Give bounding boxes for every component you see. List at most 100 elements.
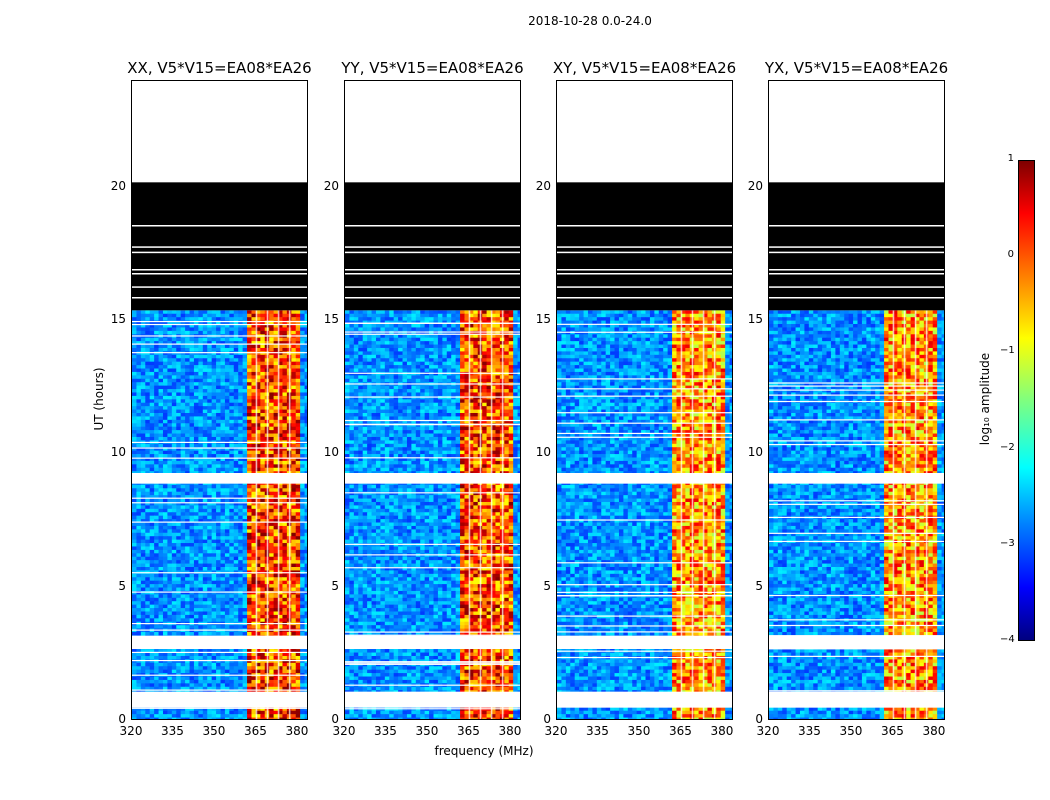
heatmap-cell: [162, 378, 168, 383]
heatmap-cell: [282, 608, 288, 612]
heatmap-cell: [154, 484, 160, 489]
heatmap-cell: [176, 317, 182, 322]
heatmap-cell: [207, 313, 213, 318]
heatmap-cell: [260, 498, 266, 503]
flag-line: [132, 457, 307, 459]
heatmap-cell: [495, 310, 501, 315]
heatmap-cell: [136, 467, 142, 472]
heatmap-cell: [193, 330, 199, 335]
heatmap-cell: [171, 351, 177, 356]
heatmap-cell: [193, 717, 199, 719]
heatmap-cell: [145, 375, 151, 380]
heatmap-cell: [193, 546, 199, 551]
heatmap-cell: [273, 652, 279, 657]
heatmap-cell: [260, 368, 266, 373]
heatmap-cell: [136, 488, 142, 493]
heatmap-cell: [273, 392, 279, 397]
heatmap-cell: [198, 601, 204, 606]
heatmap-cell: [291, 556, 297, 561]
heatmap-cell: [273, 395, 279, 400]
heatmap-cell: [251, 495, 257, 500]
heatmap-cell: [300, 406, 306, 411]
heatmap-cell: [171, 488, 177, 493]
heatmap-cell: [220, 467, 226, 472]
heatmap-cell: [247, 614, 252, 619]
heatmap-cell: [145, 683, 151, 688]
heatmap-cell: [211, 368, 217, 373]
heatmap-cell: [171, 587, 177, 592]
heatmap-cell: [224, 457, 230, 462]
heatmap-cell: [460, 310, 465, 315]
heatmap-cell: [238, 659, 244, 664]
heatmap-cell: [380, 320, 386, 325]
heatmap-cell: [140, 567, 146, 571]
heatmap-cell: [193, 464, 199, 469]
heatmap-cell: [154, 525, 160, 530]
heatmap-cell: [251, 590, 257, 595]
heatmap-cell: [136, 454, 142, 458]
heatmap-cell: [269, 553, 275, 558]
heatmap-cell: [255, 341, 261, 346]
heatmap-cell: [260, 618, 266, 623]
heatmap-cell: [216, 385, 221, 390]
heatmap-cell: [300, 344, 306, 349]
heatmap-cell: [198, 577, 204, 582]
heatmap-cell: [242, 385, 248, 390]
heatmap-cell: [136, 543, 142, 547]
heatmap-cell: [176, 365, 182, 370]
heatmap-cell: [220, 495, 226, 500]
heatmap-cell: [304, 467, 307, 472]
heatmap-cell: [260, 430, 266, 435]
heatmap-cell: [162, 563, 168, 568]
heatmap-cell: [171, 594, 177, 599]
heatmap-cell: [180, 430, 186, 435]
heatmap-cell: [180, 344, 186, 349]
heatmap-cell: [304, 649, 307, 654]
heatmap-cell: [189, 443, 195, 448]
heatmap-cell: [140, 399, 146, 404]
heatmap-cell: [300, 347, 306, 352]
heatmap-cell: [202, 669, 208, 674]
heatmap-cell: [207, 371, 213, 376]
heatmap-cell: [207, 392, 213, 397]
heatmap-cell: [202, 710, 208, 715]
heatmap-cell: [291, 512, 297, 517]
heatmap-cell: [167, 433, 173, 438]
heatmap-cell: [198, 406, 204, 411]
heatmap-cell: [202, 707, 208, 712]
heatmap-cell: [207, 426, 213, 431]
heatmap-cell: [211, 375, 217, 380]
heatmap-cell: [158, 532, 164, 537]
heatmap-cell: [269, 683, 275, 688]
heatmap-cell: [132, 488, 137, 493]
heatmap-cell: [260, 679, 266, 684]
heatmap-cell: [300, 587, 306, 592]
heatmap-cell: [136, 676, 142, 681]
heatmap-cell: [273, 529, 279, 534]
heatmap-cell: [198, 354, 204, 359]
heatmap-cell: [145, 330, 151, 335]
heatmap-cell: [295, 402, 301, 407]
heatmap-cell: [242, 614, 248, 619]
heatmap-cell: [171, 341, 177, 346]
heatmap-cell: [202, 683, 208, 688]
heatmap-cell: [145, 365, 151, 370]
heatmap-cell: [180, 525, 186, 530]
heatmap-cell: [132, 392, 137, 397]
heatmap-cell: [238, 413, 244, 417]
heatmap-cell: [300, 324, 306, 328]
heatmap-cell: [282, 406, 288, 411]
heatmap-cell: [149, 419, 155, 424]
heatmap-cell: [224, 399, 230, 404]
heatmap-cell: [145, 546, 151, 551]
heatmap-cell: [238, 611, 244, 616]
heatmap-cell: [216, 330, 221, 335]
heatmap-cell: [291, 413, 297, 417]
heatmap-cell: [260, 310, 266, 315]
heatmap-cell: [185, 632, 191, 636]
heatmap-cell: [132, 382, 137, 387]
heatmap-cell: [162, 714, 168, 719]
heatmap-cell: [198, 573, 204, 578]
heatmap-cell: [304, 536, 307, 541]
heatmap-cell: [247, 341, 252, 346]
